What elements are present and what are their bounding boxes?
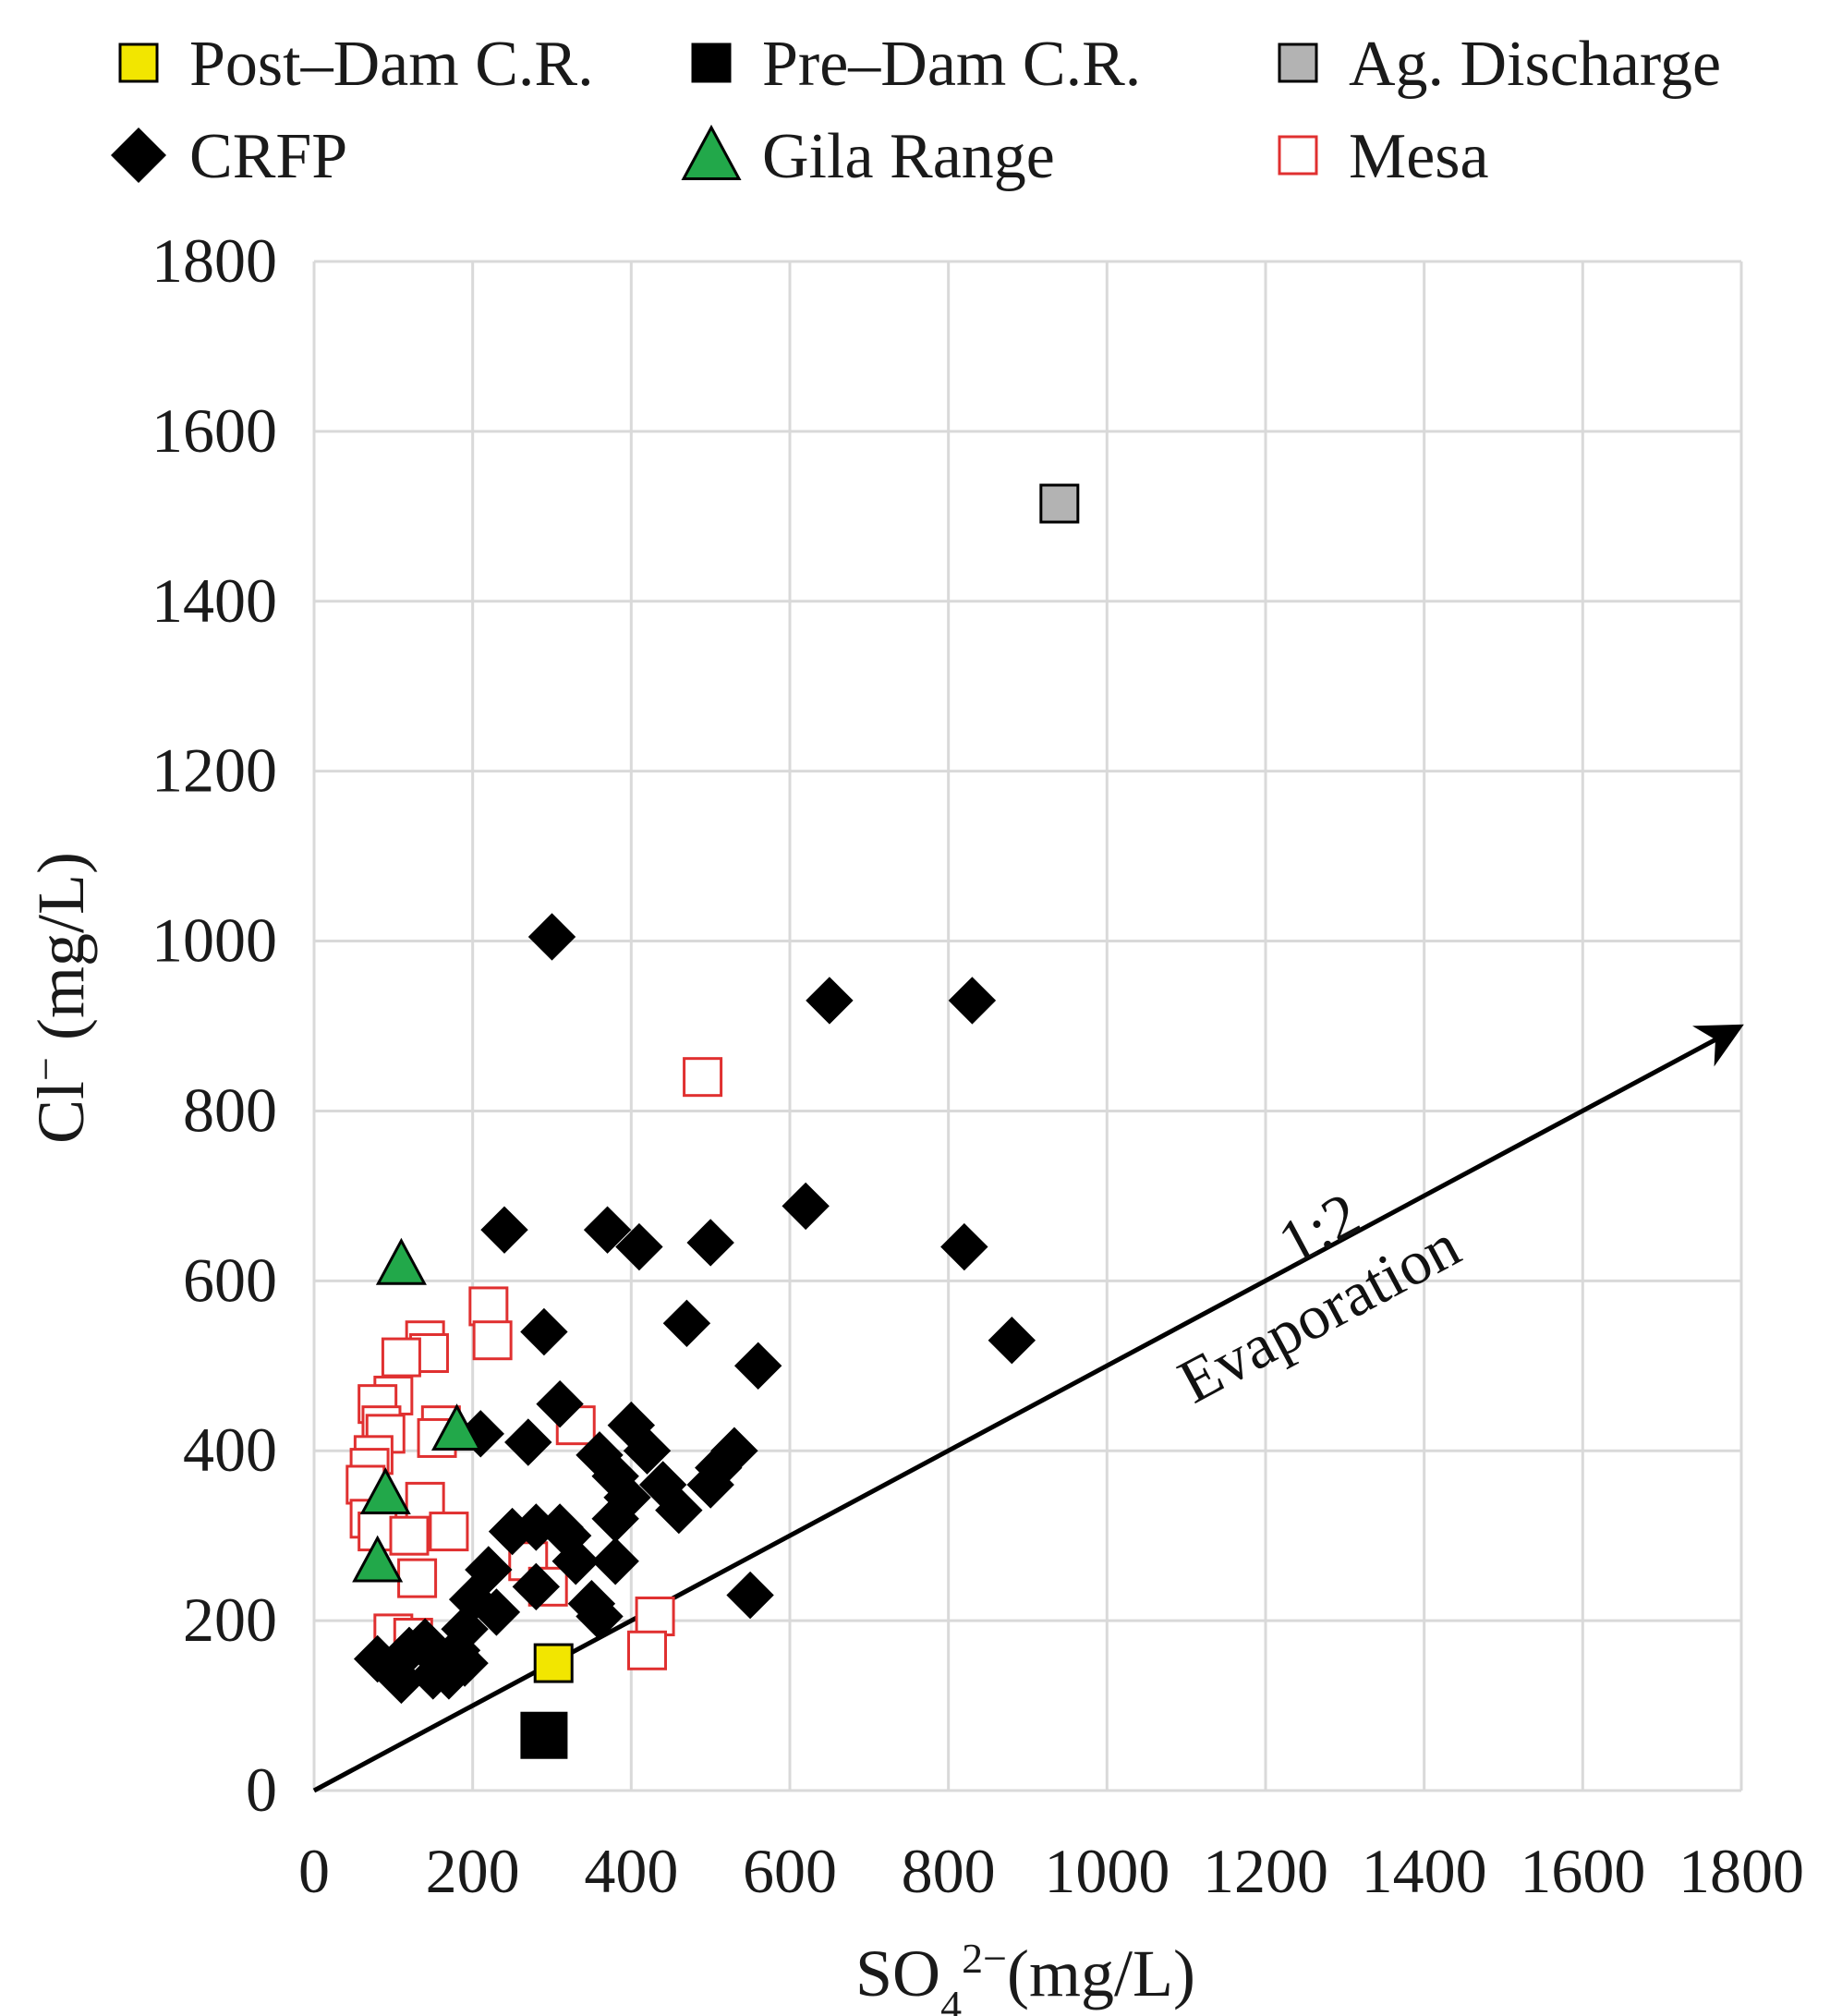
crfp-point (512, 1562, 561, 1611)
legend: Post–Dam C.R. Pre–Dam C.R. Ag. Discharge CR… (111, 29, 1721, 192)
legend-marker-gila-range (681, 124, 742, 180)
crfp-point (686, 1461, 734, 1509)
ag-discharge-point (1039, 483, 1080, 524)
post-dam-c-r-point (533, 1643, 574, 1683)
crfp-point (591, 1537, 639, 1585)
crfp-point (662, 1299, 711, 1348)
crfp-point (940, 1222, 988, 1271)
crfp-point (583, 1206, 632, 1254)
y-axis-label: Cl− (mg/L) (22, 852, 99, 1144)
x-tick-label: 200 (426, 1836, 520, 1906)
legend-marker-crfp (111, 128, 166, 183)
mesa-point (635, 1597, 675, 1637)
legend-marker-ag-discharge (1278, 43, 1318, 83)
legend-marker-mesa (1278, 135, 1318, 176)
y-axis-ticks: 0 200 400 600 800 1000 1200 1400 1600 1800 (151, 225, 277, 1825)
y-tick-label: 1000 (151, 905, 277, 976)
legend-label-mesa: Mesa (1349, 121, 1489, 192)
mesa-point (389, 1515, 430, 1556)
crfp-point (409, 1652, 457, 1700)
gila-range-point (375, 1237, 427, 1285)
crfp-point (576, 1592, 624, 1641)
legend-marker-pre-dam-c-r (691, 43, 732, 83)
mesa-point (381, 1337, 421, 1378)
crfp-point (686, 1219, 734, 1267)
crfp-point (948, 977, 997, 1025)
crfp-point (504, 1418, 552, 1466)
crfp-point (655, 1486, 703, 1535)
mesa-point (429, 1512, 469, 1552)
crfp-point (623, 1427, 672, 1475)
crfp-point (733, 1342, 782, 1390)
x-tick-label: 600 (743, 1836, 837, 1906)
crfp-point (401, 1618, 449, 1666)
x-tick-label: 1600 (1520, 1836, 1645, 1906)
x-axis-ticks: 0 200 400 600 800 1000 1200 1400 1600 1800 (298, 1836, 1804, 1906)
y-tick-label: 600 (183, 1245, 277, 1315)
x-tick-label: 0 (298, 1836, 330, 1906)
legend-label-crfp: CRFP (189, 121, 347, 192)
legend-label-post-dam-c-r: Post–Dam C.R. (189, 29, 594, 100)
mesa-point (468, 1286, 509, 1327)
crfp-point (615, 1222, 663, 1271)
y-tick-label: 1200 (151, 735, 277, 806)
x-tick-label: 1400 (1362, 1836, 1487, 1906)
crfp-point (472, 1588, 521, 1636)
mesa-point (397, 1558, 438, 1598)
evaporation-arrow (312, 1024, 1744, 1793)
gila-range-point (359, 1467, 411, 1514)
crfp-point (527, 913, 576, 961)
gila-range-point (352, 1535, 404, 1583)
y-tick-label: 1800 (151, 225, 277, 296)
y-tick-label: 0 (246, 1755, 277, 1825)
x-tick-label: 800 (902, 1836, 996, 1906)
y-tick-label: 1600 (151, 395, 277, 466)
legend-label-pre-dam-c-r: Pre–Dam C.R. (762, 29, 1141, 100)
evaporation-line (312, 1024, 1744, 1793)
y-tick-label: 400 (183, 1415, 277, 1485)
gila-range-point (430, 1403, 483, 1451)
pre-dam-c-r-point (520, 1711, 568, 1759)
crfp-point (988, 1316, 1036, 1365)
x-tick-label: 400 (584, 1836, 678, 1906)
grid (312, 260, 1743, 1792)
crfp-point (710, 1427, 758, 1475)
y-tick-label: 1400 (151, 565, 277, 636)
crfp-point (520, 1307, 568, 1356)
x-tick-label: 1200 (1203, 1836, 1328, 1906)
crfp-point (782, 1182, 830, 1231)
mesa-point (683, 1057, 723, 1098)
mesa-point (472, 1320, 513, 1361)
legend-label-ag-discharge: Ag. Discharge (1349, 29, 1721, 100)
data-points (345, 483, 1080, 1759)
crfp-point (806, 977, 854, 1025)
crfp-point (536, 1379, 584, 1428)
crfp-point (543, 1512, 592, 1560)
y-tick-label: 200 (183, 1585, 277, 1655)
mesa-point (627, 1630, 667, 1670)
x-tick-label: 1000 (1044, 1836, 1170, 1906)
crfp-point (480, 1206, 528, 1254)
legend-marker-post-dam-c-r (118, 43, 159, 83)
x-tick-label: 1800 (1679, 1836, 1804, 1906)
legend-label-gila-range: Gila Range (762, 121, 1055, 192)
y-tick-label: 800 (183, 1075, 277, 1145)
crfp-point (726, 1571, 774, 1620)
x-axis-label: SO42−(mg/L) (855, 1935, 1195, 2016)
